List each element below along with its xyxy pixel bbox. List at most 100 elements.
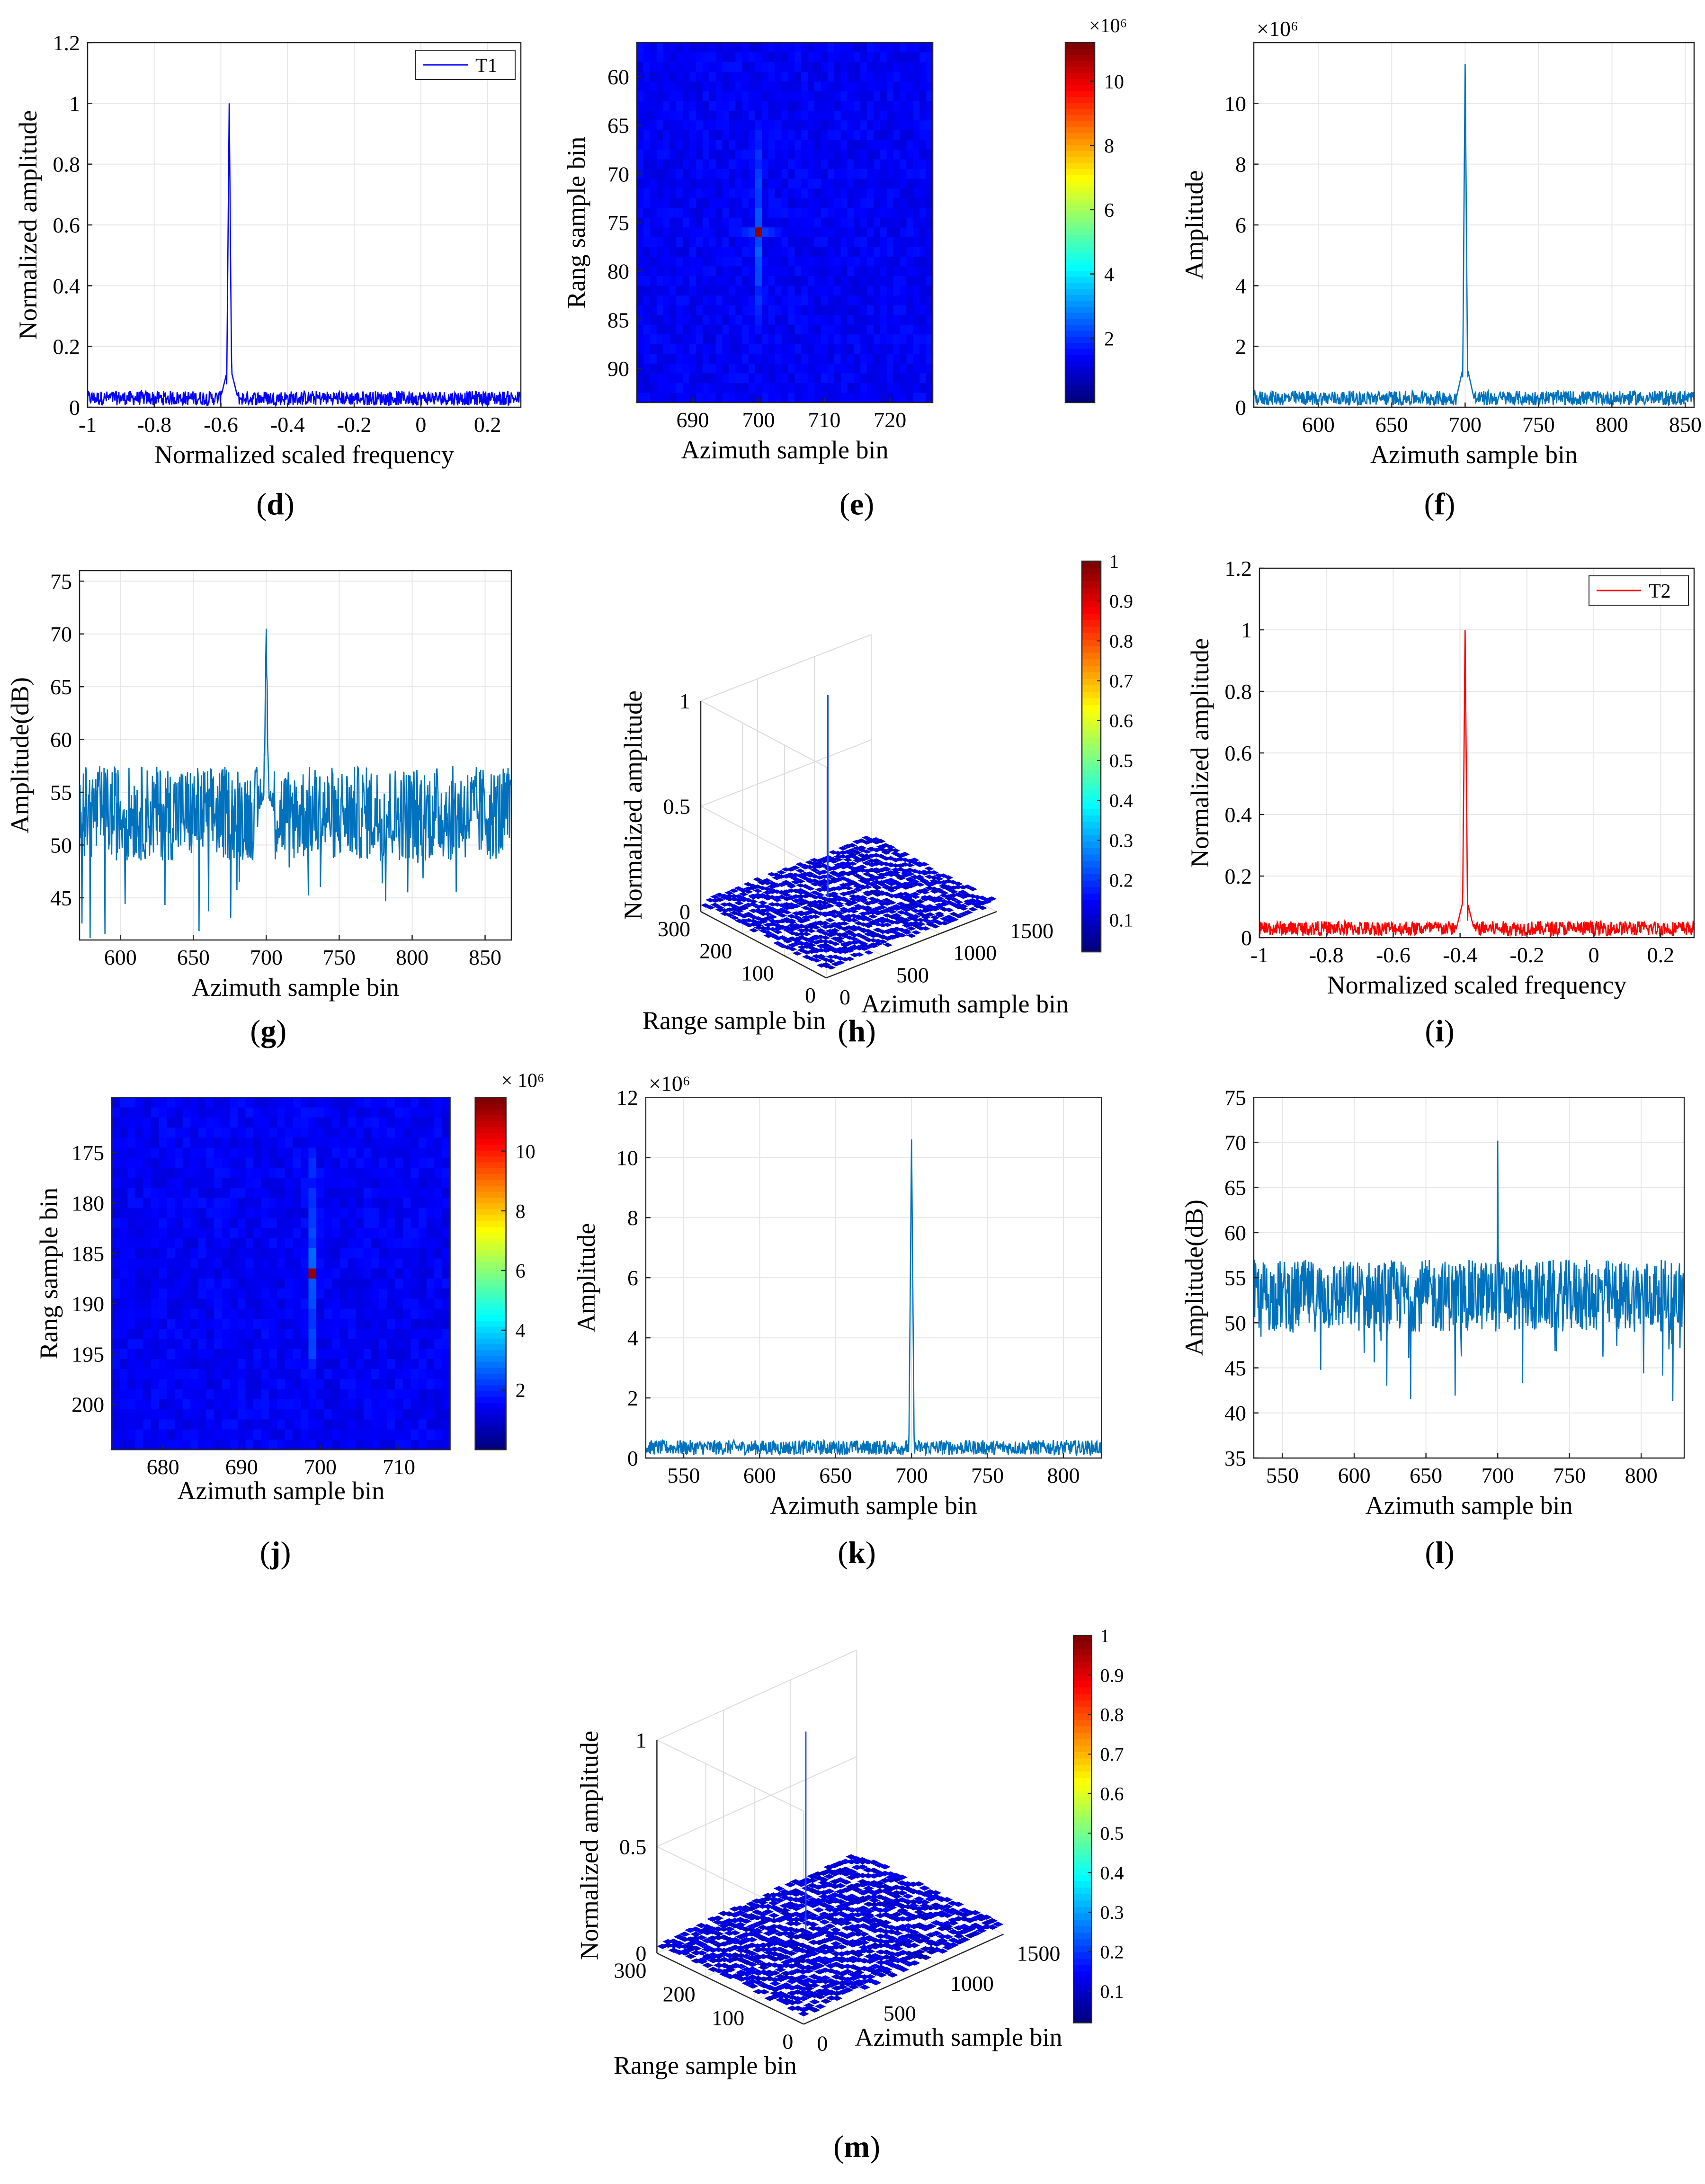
heat-cell xyxy=(761,334,769,345)
heat-cell xyxy=(261,1128,269,1138)
heat-cell xyxy=(182,1268,191,1279)
heat-cell xyxy=(159,1399,167,1410)
colorbar-segment xyxy=(475,1162,506,1168)
heat-cell xyxy=(379,1349,388,1360)
surface-patch xyxy=(916,926,926,931)
surface-patch xyxy=(844,891,854,895)
heat-cell xyxy=(371,1429,380,1440)
heat-cell xyxy=(230,1399,238,1410)
colorbar-segment xyxy=(1082,561,1101,568)
heat-cell xyxy=(755,52,762,63)
heat-cell xyxy=(198,1157,207,1168)
heat-cell xyxy=(387,1157,395,1168)
heat-cell xyxy=(143,1107,152,1118)
surface-patch xyxy=(786,895,796,900)
heat-cell xyxy=(151,1128,160,1138)
y-tick-label: 75 xyxy=(607,211,629,235)
heat-cell xyxy=(715,363,723,374)
heat-cell xyxy=(755,354,762,364)
surface-patch xyxy=(872,879,882,885)
heat-cell xyxy=(332,1329,340,1340)
colorbar-segment xyxy=(475,1156,506,1163)
heat-cell xyxy=(230,1107,238,1118)
heat-cell xyxy=(190,1308,199,1319)
heat-cell xyxy=(860,393,867,403)
heat-cell xyxy=(316,1258,325,1269)
heat-cell xyxy=(411,1339,419,1350)
heat-cell xyxy=(722,101,730,111)
surface-patch xyxy=(805,871,815,876)
heat-cell xyxy=(676,208,683,218)
heat-cell xyxy=(814,179,821,189)
heat-cell xyxy=(874,363,881,374)
heat-cell xyxy=(395,1198,403,1208)
heat-cell xyxy=(402,1258,411,1269)
heat-cell xyxy=(637,208,644,218)
grid-line xyxy=(656,1756,857,1847)
heat-cell xyxy=(709,179,716,189)
surface-patch xyxy=(763,926,773,931)
heat-cell xyxy=(834,295,841,306)
heat-cell xyxy=(663,227,670,238)
surface-patch xyxy=(801,894,811,899)
heat-cell xyxy=(880,159,887,170)
surface-patch xyxy=(749,928,759,933)
heat-cell xyxy=(834,140,841,150)
heat-cell xyxy=(913,276,920,286)
heat-cell xyxy=(426,1289,435,1299)
heat-cell xyxy=(135,1329,144,1340)
heat-cell xyxy=(801,305,808,315)
heat-cell xyxy=(190,1107,199,1118)
surface-patch xyxy=(752,1959,764,1964)
heat-cell xyxy=(363,1188,372,1199)
surface-patch xyxy=(905,871,915,876)
heat-cell xyxy=(676,43,683,53)
surface-patch xyxy=(829,877,839,881)
heat-cell xyxy=(919,227,927,238)
heat-cell xyxy=(363,1359,372,1369)
heat-cell xyxy=(808,354,815,364)
surface-patch xyxy=(873,941,883,946)
heat-cell xyxy=(348,1228,356,1239)
heat-cell xyxy=(683,373,690,384)
surface-patch xyxy=(746,1951,758,1956)
heat-cell xyxy=(434,1208,443,1218)
heat-cell xyxy=(900,305,907,315)
heat-cell xyxy=(643,91,651,101)
heat-cell xyxy=(300,1318,309,1329)
heat-cell xyxy=(709,295,716,306)
surface-patch xyxy=(848,881,858,886)
heat-cell xyxy=(245,1308,254,1319)
x-tick-label: 690 xyxy=(225,1455,258,1479)
surface-patch xyxy=(867,900,878,904)
colorbar-segment xyxy=(1082,945,1101,952)
heat-cell xyxy=(127,1198,136,1208)
heat-cell xyxy=(300,1289,309,1299)
y-tick-label: 175 xyxy=(71,1141,104,1165)
heat-cell xyxy=(709,140,716,150)
colorbar-segment xyxy=(475,1403,506,1409)
heat-cell xyxy=(827,295,835,306)
surface-patch xyxy=(911,901,920,906)
heat-cell xyxy=(801,188,808,199)
x-tick-label: 0.2 xyxy=(474,412,501,437)
heat-cell xyxy=(151,1399,160,1410)
heat-cell xyxy=(847,198,854,208)
heat-cell xyxy=(840,354,848,364)
heat-cell xyxy=(781,179,789,189)
surface-patch xyxy=(707,1967,719,1972)
heat-cell xyxy=(245,1268,254,1279)
heat-cell xyxy=(159,1208,167,1218)
heat-cell xyxy=(656,393,664,403)
heat-cell xyxy=(340,1308,348,1319)
heat-cell xyxy=(167,1429,175,1440)
heat-cell xyxy=(860,315,867,325)
surface-patch xyxy=(891,851,901,856)
heat-cell xyxy=(919,179,927,189)
heat-cell xyxy=(356,1178,364,1189)
heat-cell xyxy=(854,81,861,92)
heat-cell xyxy=(926,52,933,63)
heat-cell xyxy=(729,363,736,374)
heat-cell xyxy=(340,1399,348,1410)
heat-cell xyxy=(854,363,861,374)
